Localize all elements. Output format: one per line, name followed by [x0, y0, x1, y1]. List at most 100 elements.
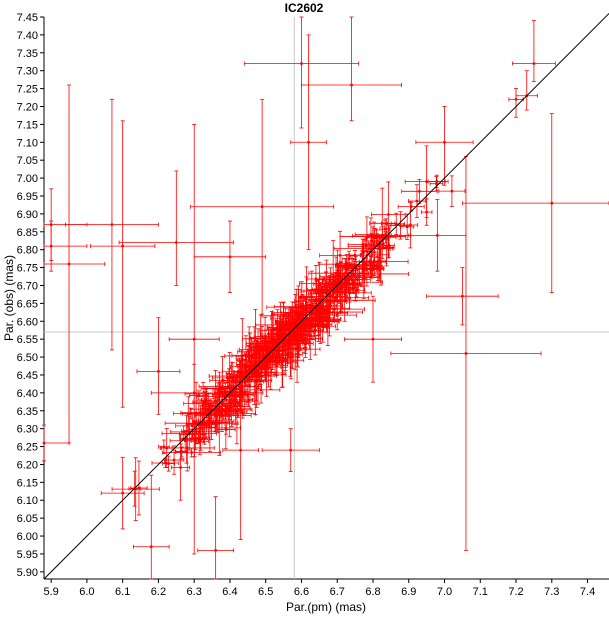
point-marker	[361, 267, 364, 270]
point-marker	[272, 329, 275, 332]
point-marker	[253, 368, 257, 371]
point-marker	[532, 62, 536, 65]
data-point	[438, 175, 466, 207]
point-marker	[261, 346, 264, 350]
data-point	[230, 396, 241, 416]
point-marker	[203, 423, 206, 427]
data-point	[255, 345, 266, 356]
y-tick-label: 6.85	[17, 227, 38, 239]
point-marker	[300, 62, 303, 65]
x-axis-ticks: 5.9 6.0 6.1 6.2 6.3 6.4 6.5 6.6 6.7 6.8 6.9 7.0 7.1 7…	[44, 579, 595, 598]
point-marker	[263, 373, 267, 377]
data-point	[508, 88, 524, 118]
point-marker	[378, 253, 381, 256]
data-point	[174, 443, 188, 460]
point-marker	[235, 410, 239, 414]
reference-line	[43, 13, 609, 580]
point-marker	[198, 430, 202, 433]
point-marker	[121, 491, 124, 495]
point-marker	[268, 349, 272, 353]
y-tick-label: 6.15	[17, 477, 38, 489]
point-marker	[257, 364, 260, 367]
y-tick-label: 5.90	[17, 567, 38, 579]
x-tick-label: 6.9	[401, 586, 416, 598]
point-marker	[369, 233, 373, 236]
point-marker	[343, 299, 346, 302]
data-point	[343, 295, 402, 383]
point-marker	[190, 451, 193, 454]
data-point	[276, 307, 305, 363]
point-marker	[260, 335, 264, 338]
point-marker	[364, 263, 368, 266]
point-marker	[351, 279, 354, 282]
data-point	[333, 243, 393, 254]
point-marker	[237, 370, 240, 373]
data-point	[197, 496, 234, 580]
point-marker	[167, 462, 170, 465]
point-marker	[232, 402, 236, 406]
point-marker	[224, 390, 227, 393]
data-point	[193, 220, 267, 294]
point-marker	[110, 223, 114, 226]
x-tick-label: 7.4	[580, 586, 595, 598]
point-marker	[273, 342, 277, 345]
data-point	[429, 176, 444, 192]
y-tick-label: 7.15	[17, 119, 38, 131]
point-marker	[232, 390, 236, 393]
x-tick-label: 5.9	[44, 586, 59, 598]
point-marker	[271, 355, 274, 358]
point-marker	[221, 414, 225, 417]
x-tick-label: 6.7	[330, 586, 345, 598]
point-marker	[369, 261, 373, 265]
y-axis-label: Par. (obs) (mas)	[2, 255, 16, 341]
point-marker	[378, 272, 381, 276]
point-marker	[361, 245, 364, 248]
point-marker	[250, 354, 253, 358]
point-marker	[336, 281, 339, 284]
data-point	[204, 381, 237, 395]
point-marker	[212, 409, 216, 413]
point-marker	[368, 260, 372, 263]
point-marker	[197, 421, 201, 425]
data-point	[512, 20, 556, 82]
point-marker	[317, 289, 320, 292]
point-marker	[262, 356, 265, 359]
point-marker	[162, 445, 166, 448]
point-marker	[283, 339, 286, 342]
point-marker	[277, 350, 281, 353]
point-marker	[436, 234, 439, 237]
point-marker	[197, 436, 200, 440]
data-point	[118, 170, 234, 286]
data-points	[42, 16, 609, 580]
point-marker	[443, 141, 446, 144]
point-marker	[49, 223, 53, 226]
data-point	[303, 306, 316, 336]
point-marker	[214, 549, 217, 552]
point-marker	[405, 225, 409, 228]
point-marker	[319, 310, 323, 314]
data-point	[231, 389, 251, 413]
x-tick-label: 6.8	[365, 586, 380, 598]
data-point	[245, 351, 282, 364]
data-point	[168, 123, 220, 555]
data-point	[420, 198, 433, 226]
point-marker	[218, 413, 221, 417]
point-marker	[372, 244, 376, 247]
y-tick-label: 6.70	[17, 280, 38, 292]
data-point	[42, 424, 70, 462]
point-marker	[409, 223, 412, 227]
point-marker	[353, 253, 357, 257]
y-tick-label: 6.40	[17, 388, 38, 400]
point-marker	[259, 388, 263, 392]
point-marker	[191, 433, 194, 436]
y-tick-label: 7.10	[17, 137, 38, 149]
data-point	[136, 317, 181, 415]
point-marker	[189, 412, 193, 415]
point-marker	[395, 222, 398, 226]
point-marker	[385, 245, 388, 249]
point-marker	[243, 363, 247, 366]
data-point	[400, 213, 415, 240]
y-tick-label: 6.90	[17, 209, 38, 221]
point-marker	[254, 337, 257, 340]
